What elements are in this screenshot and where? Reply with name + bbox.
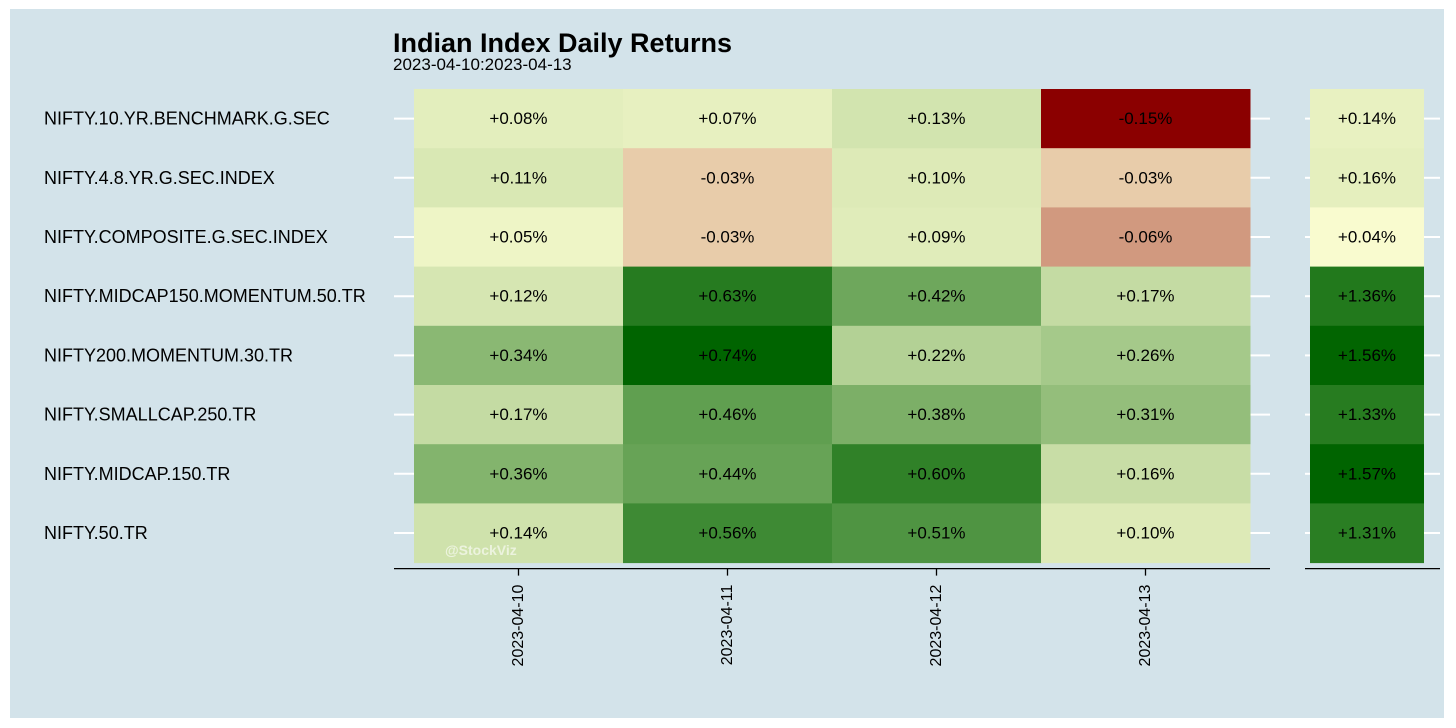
cell-value-label: +0.56% (698, 524, 756, 543)
x-tick-label: 2023-04-13 (1137, 584, 1154, 666)
cell-value-label: +0.07% (698, 109, 756, 128)
summary-cell (1310, 148, 1424, 208)
cell-value-label: -0.06% (1119, 228, 1173, 247)
cell-value-label: -0.03% (1119, 168, 1173, 187)
heatmap-cell (832, 266, 1042, 327)
cell-value-label: +0.26% (1116, 346, 1174, 365)
row-label: NIFTY.10.YR.BENCHMARK.G.SEC (44, 109, 330, 129)
summary-value-label: +1.57% (1338, 464, 1396, 483)
cell-value-label: +0.10% (907, 168, 965, 187)
cell-value-label: +0.08% (489, 109, 547, 128)
cell-value-label: +0.31% (1116, 405, 1174, 424)
x-tick-label: 2023-04-11 (719, 584, 736, 665)
x-tick-label: 2023-04-10 (510, 584, 527, 666)
summary-value-label: +0.16% (1338, 168, 1396, 187)
heatmap-cell (623, 503, 833, 564)
heatmap-cell (414, 89, 624, 149)
summary-value-label: +1.36% (1338, 287, 1396, 306)
row-label: NIFTY.50.TR (44, 523, 148, 543)
cell-value-label: -0.03% (701, 168, 755, 187)
cell-value-label: +0.42% (907, 287, 965, 306)
heatmap-cell (1041, 444, 1251, 504)
heatmap-cell (832, 325, 1042, 386)
heatmap-cell (1041, 503, 1251, 564)
heatmap-cell (414, 385, 624, 445)
cell-value-label: +0.17% (489, 405, 547, 424)
cell-value-label: +0.12% (489, 287, 547, 306)
cell-value-label: +0.11% (490, 168, 547, 187)
heatmap-cell (1041, 266, 1251, 327)
cell-value-label: +0.22% (907, 346, 965, 365)
heatmap-cell (623, 325, 833, 386)
heatmap-cell (623, 266, 833, 327)
cell-value-label: +0.10% (1116, 524, 1174, 543)
cell-value-label: +0.60% (907, 464, 965, 483)
heatmap-cell (1041, 89, 1251, 149)
heatmap-cell (414, 207, 624, 268)
cell-value-label: +0.74% (698, 346, 756, 365)
heatmap-cell (1041, 207, 1251, 268)
cell-value-label: +0.46% (698, 405, 756, 424)
heatmap-cell (832, 207, 1042, 268)
heatmap-cell (414, 148, 624, 208)
summary-cell (1310, 385, 1424, 445)
summary-value-label: +0.14% (1338, 109, 1396, 128)
row-label: NIFTY.COMPOSITE.G.SEC.INDEX (44, 227, 328, 247)
heatmap-cell (1041, 325, 1251, 386)
summary-cell (1310, 89, 1424, 149)
summary-value-label: +0.04% (1338, 228, 1396, 247)
summary-cell (1310, 266, 1424, 327)
cell-value-label: +0.13% (907, 109, 965, 128)
heatmap-cell (832, 89, 1042, 149)
summary-cell (1310, 325, 1424, 386)
cell-value-label: +0.44% (698, 464, 756, 483)
heatmap-cell (1041, 385, 1251, 445)
cell-value-label: +0.34% (489, 346, 547, 365)
cell-value-label: +0.36% (489, 464, 547, 483)
cell-value-label: +0.17% (1116, 287, 1174, 306)
cell-value-label: +0.16% (1116, 464, 1174, 483)
chart-subtitle: 2023-04-10:2023-04-13 (393, 55, 572, 74)
heatmap-cell (414, 444, 624, 504)
heatmap-cell (414, 503, 624, 564)
heatmap-cell (623, 148, 833, 208)
cell-value-label: +0.14% (489, 524, 547, 543)
heatmap-cell (623, 207, 833, 268)
summary-cell (1310, 444, 1424, 504)
heatmap-cell (623, 89, 833, 149)
summary-value-label: +1.56% (1338, 346, 1396, 365)
cell-value-label: +0.63% (698, 287, 756, 306)
heatmap-cell (623, 444, 833, 504)
x-tick-label: 2023-04-12 (928, 584, 945, 666)
cell-value-label: +0.05% (489, 228, 547, 247)
cell-value-label: -0.03% (701, 228, 755, 247)
cell-value-label: +0.38% (907, 405, 965, 424)
heatmap-cell (1041, 148, 1251, 208)
heatmap-cell (832, 148, 1042, 208)
heatmap-cell (832, 503, 1042, 564)
row-label: NIFTY.SMALLCAP.250.TR (44, 405, 256, 425)
heatmap-cell (832, 385, 1042, 445)
summary-cell (1310, 207, 1424, 268)
chart-title: Indian Index Daily Returns (393, 28, 733, 58)
cell-value-label: +0.51% (907, 524, 965, 543)
row-label: NIFTY200.MOMENTUM.30.TR (44, 345, 293, 365)
summary-cell (1310, 503, 1424, 564)
heatmap-cell (414, 266, 624, 327)
row-label: NIFTY.4.8.YR.G.SEC.INDEX (44, 168, 275, 188)
heatmap-cell (832, 444, 1042, 504)
heatmap-cell (623, 385, 833, 445)
summary-value-label: +1.33% (1338, 405, 1396, 424)
row-label: NIFTY.MIDCAP.150.TR (44, 464, 230, 484)
row-label: NIFTY.MIDCAP150.MOMENTUM.50.TR (44, 286, 366, 306)
cell-value-label: +0.09% (907, 228, 965, 247)
heatmap-cell (414, 325, 624, 386)
summary-value-label: +1.31% (1338, 524, 1396, 543)
cell-value-label: -0.15% (1119, 109, 1173, 128)
watermark-text: @StockViz (445, 542, 517, 558)
